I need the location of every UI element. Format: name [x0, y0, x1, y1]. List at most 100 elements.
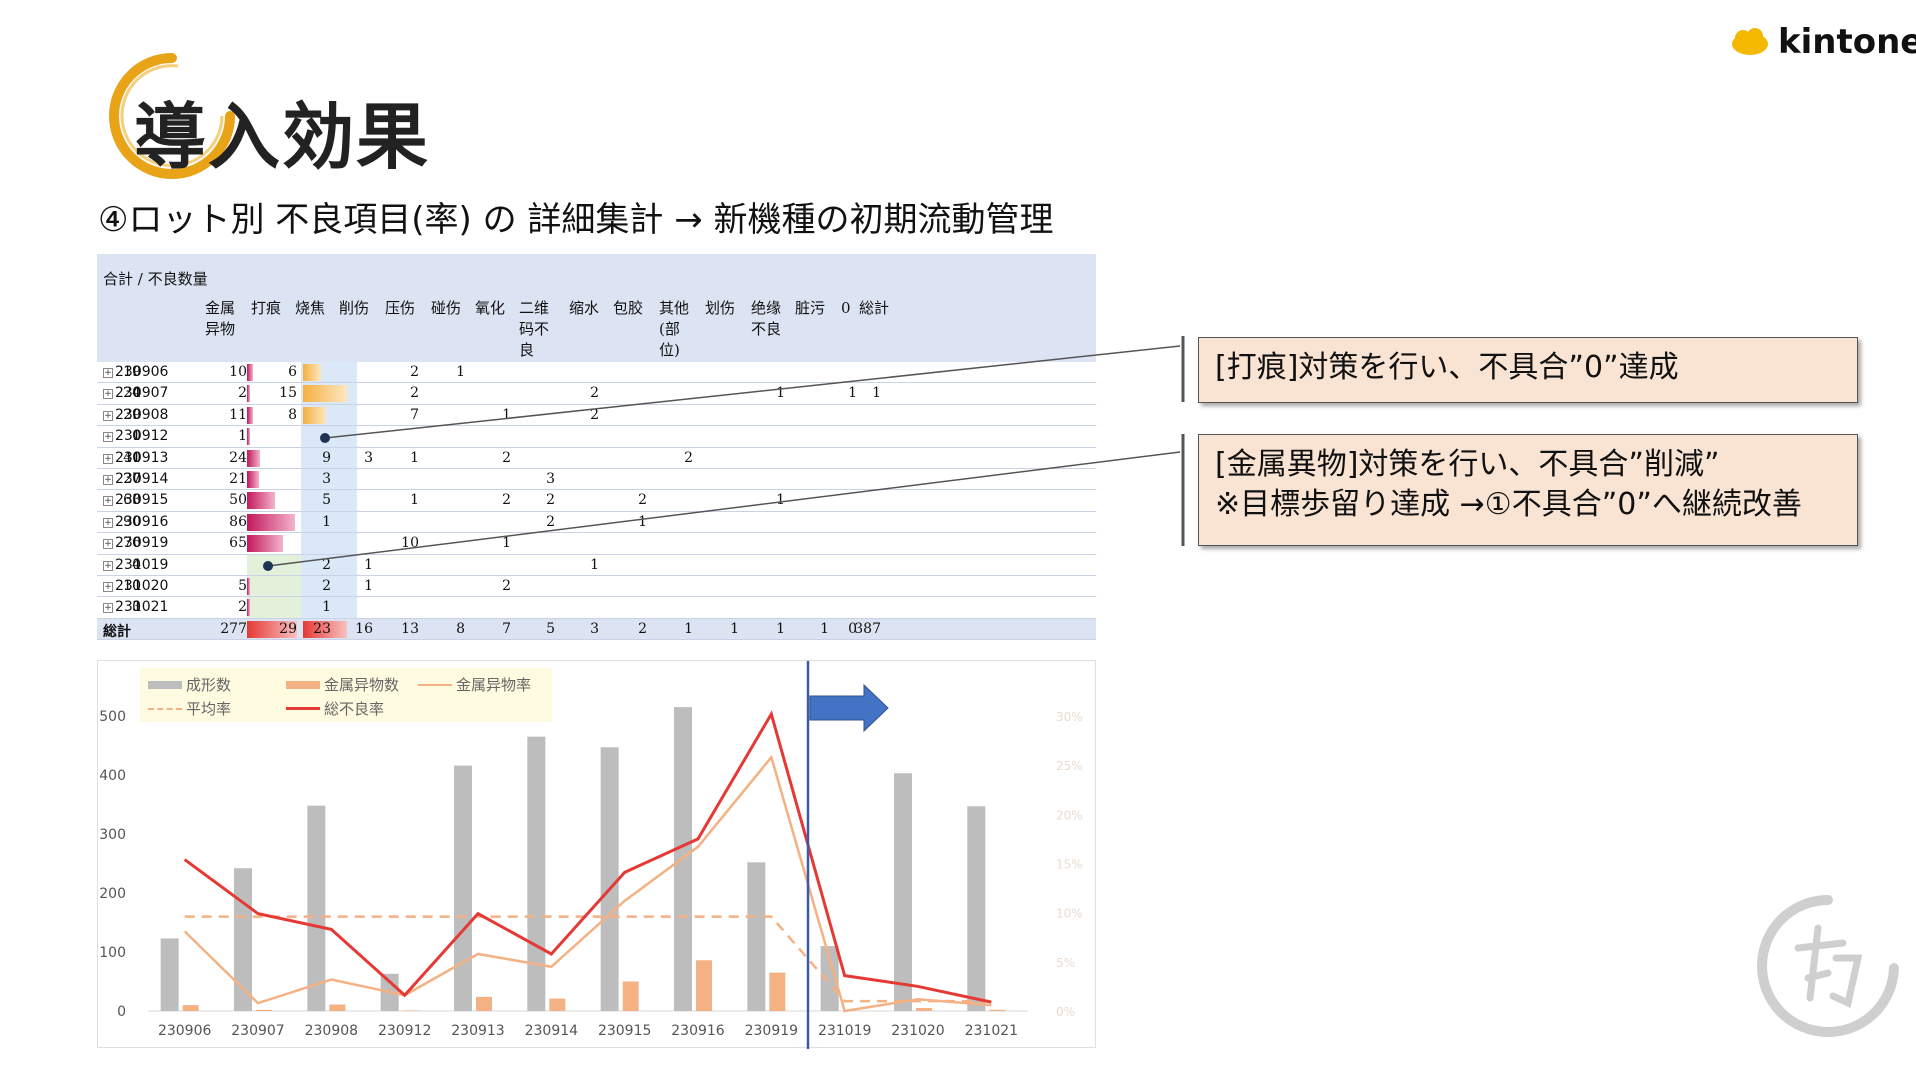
combo-chart: 0 100 200 300 400 500 0% 5% 10% 15% 20% 25% 30% 23090…: [97, 660, 1096, 1049]
callout-dash-result: [打痕]対策を行い、不具合”0”達成: [1198, 337, 1858, 403]
row-label: 231021: [115, 599, 169, 616]
value-cell: 29: [123, 406, 141, 423]
value-cell: 0: [132, 364, 141, 380]
bar-metal-count: [402, 1010, 419, 1011]
y-left-tick-label: 0: [117, 1004, 126, 1020]
dash-cell: 8: [288, 406, 297, 423]
value-cell: 2: [502, 492, 511, 509]
y-right-tick-label: 25%: [1056, 759, 1083, 773]
value-cell: 0: [132, 492, 141, 509]
bar-molded: [307, 805, 326, 1011]
row-label: 総計: [103, 623, 131, 640]
expand-icon[interactable]: +: [103, 539, 113, 550]
metal-cell: 86: [229, 513, 247, 530]
value-cell: 2: [502, 578, 511, 594]
table-row[interactable]: +231019 2 1 1 0 4: [97, 555, 1096, 576]
bar-molded: [600, 747, 619, 1011]
value-cell: 2: [638, 620, 647, 637]
dash-cell: 29: [279, 620, 297, 637]
legend-item-metal-count: 金属异物数: [286, 674, 399, 695]
bar-molded: [747, 862, 766, 1011]
table-row[interactable]: +231021 2 1 0 3: [97, 597, 1096, 619]
table-row[interactable]: +230915 50 5 1 2 2 2 1 0 63: [97, 490, 1096, 512]
bar-molded: [820, 946, 839, 1011]
value-cell: 2: [546, 492, 555, 509]
callout-metal-result: [金属異物]対策を行い、不具合”削減” ※目標歩留り達成 →①不具合”0”へ継続…: [1198, 434, 1858, 546]
value-cell: 0: [132, 406, 141, 423]
dash-cell: 15: [279, 385, 297, 402]
row-label: 230915: [115, 492, 169, 509]
expand-icon[interactable]: +: [103, 517, 113, 528]
column-header: 缩水: [569, 299, 600, 317]
table-row[interactable]: +230906 10 6 2 1 0 19: [97, 362, 1096, 384]
value-cell: 9: [322, 449, 331, 466]
column-header: 绝缘 不良: [751, 299, 782, 338]
row-label: 230916: [115, 513, 169, 530]
expand-icon[interactable]: +: [103, 582, 113, 592]
metal-cell: 50: [229, 492, 247, 509]
expand-icon[interactable]: +: [103, 496, 113, 507]
expand-icon[interactable]: +: [103, 410, 113, 421]
value-cell: 1: [322, 599, 331, 616]
row-label: 230914: [115, 471, 169, 487]
value-cell: 16: [355, 620, 373, 637]
y-left-tick-label: 200: [99, 886, 126, 902]
table-row[interactable]: +230907 2 15 2 2 1 1 1 0 24: [97, 383, 1096, 405]
brush-seal-watermark: [1757, 895, 1899, 1037]
callout-line: [金属異物]対策を行い、不具合”削減”: [1215, 447, 1720, 482]
bar-metal-count: [476, 996, 492, 1011]
value-cell: 1: [132, 428, 141, 445]
value-cell: 4: [132, 556, 141, 573]
value-cell: 3: [590, 620, 599, 637]
value-cell: 27: [123, 471, 141, 487]
bar-molded: [160, 938, 179, 1011]
expand-icon[interactable]: +: [103, 603, 113, 614]
expand-icon[interactable]: +: [103, 453, 113, 464]
value-cell: 1: [456, 364, 465, 380]
metal-databar: [247, 492, 275, 510]
callout-line: ※目標歩留り達成 →①不具合”0”へ継続改善: [1215, 487, 1802, 522]
table-row[interactable]: +230919 65 10 1 0 76: [97, 533, 1096, 555]
value-cell: 3: [132, 599, 141, 616]
expand-icon[interactable]: +: [103, 368, 113, 378]
metal-cell: 277: [220, 620, 247, 637]
value-cell: 0: [132, 578, 141, 594]
bar-molded: [234, 868, 252, 1011]
expand-icon[interactable]: +: [103, 432, 113, 443]
arrow-right-icon: [809, 683, 889, 733]
table-row[interactable]: +230914 21 3 3 0 27: [97, 469, 1096, 491]
expand-icon[interactable]: +: [103, 475, 113, 485]
value-cell: 19: [123, 364, 141, 380]
legend-item-metal-rate: 金属异物率: [418, 674, 531, 695]
metal-cell: 24: [229, 449, 247, 466]
value-cell: 3: [322, 471, 331, 487]
value-cell: 5: [546, 620, 555, 637]
y-right-tick-label: 0%: [1056, 1005, 1075, 1019]
row-label: 230913: [115, 449, 169, 466]
row-label: 230919: [115, 535, 169, 552]
value-cell: 2: [638, 492, 647, 509]
table-row[interactable]: +230908 11 8 7 1 2 0 29: [97, 405, 1096, 427]
value-cell: 7: [502, 620, 511, 637]
value-cell: 2: [590, 385, 599, 402]
column-header: 総計: [859, 299, 890, 317]
table-row[interactable]: +231020 5 2 1 2 0 10: [97, 576, 1096, 598]
metal-cell: 10: [229, 364, 247, 380]
value-cell: 1: [776, 385, 785, 402]
column-header: 脏污: [795, 299, 826, 317]
y-right-tick-label: 20%: [1056, 808, 1083, 822]
table-row[interactable]: +230916 86 1 2 1 0 90: [97, 512, 1096, 534]
metal-cell: 21: [229, 471, 247, 487]
dash-cell: 6: [288, 364, 297, 380]
value-cell: 76: [123, 535, 141, 552]
pivot-header: 合計 / 不良数量 金属 异物 打痕 烧焦 削伤 压伤 碰伤 氧化 二维 码不 良 缩水 包胶 其他…: [97, 254, 1096, 362]
expand-icon[interactable]: +: [103, 389, 113, 400]
table-row[interactable]: +230912 1 0 1: [97, 426, 1096, 448]
value-cell: 2: [410, 385, 419, 402]
expand-icon[interactable]: +: [103, 560, 113, 571]
x-tick-label: 231021: [965, 1023, 1018, 1039]
value-cell: 0: [132, 385, 141, 402]
kintone-logo: kintone: [1730, 22, 1916, 62]
table-row[interactable]: +230913 24 9 3 1 2 2 0 41: [97, 448, 1096, 469]
value-cell: 1: [502, 535, 511, 552]
